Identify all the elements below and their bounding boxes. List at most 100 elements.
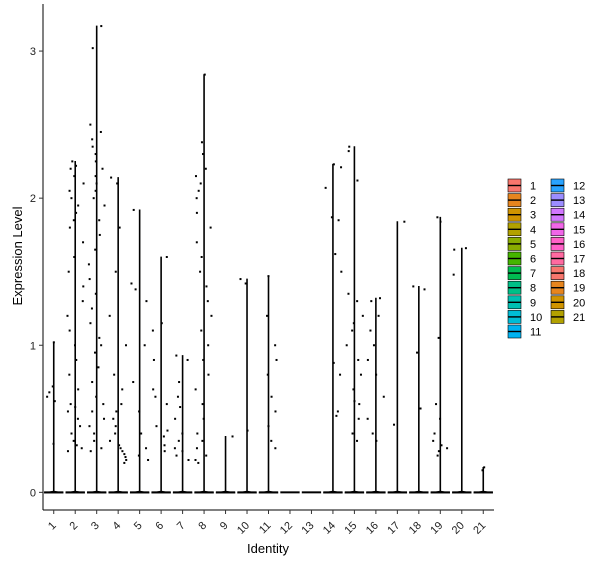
data-point bbox=[270, 439, 273, 442]
data-point bbox=[87, 263, 90, 266]
violin-base-12 bbox=[280, 491, 300, 494]
violin-3 bbox=[86, 25, 107, 494]
data-point bbox=[483, 466, 486, 469]
data-point bbox=[197, 461, 200, 464]
violin-group-5 bbox=[129, 208, 150, 494]
data-point bbox=[246, 429, 249, 432]
data-point bbox=[382, 395, 385, 398]
data-point bbox=[89, 322, 92, 325]
legend-label-7: 7 bbox=[530, 268, 536, 280]
data-point bbox=[347, 292, 350, 295]
data-point bbox=[436, 454, 439, 457]
x-tick-label: 14 bbox=[321, 520, 338, 537]
data-point bbox=[110, 176, 113, 179]
legend-item-9: 9 bbox=[507, 295, 536, 309]
data-point bbox=[194, 458, 197, 461]
legend-label-10: 10 bbox=[530, 312, 542, 324]
data-point bbox=[112, 417, 115, 420]
data-point bbox=[48, 391, 51, 394]
x-tick-label: 7 bbox=[175, 520, 188, 533]
data-point bbox=[123, 453, 126, 456]
data-point bbox=[437, 336, 440, 339]
x-axis: 1 2 3 4 5 6 7 8 9 10 11 12 13 14 15 16 17 18 19 20 21 bbox=[43, 509, 494, 537]
legend-item-8: 8 bbox=[507, 280, 536, 295]
data-point bbox=[69, 403, 72, 406]
legend-item-15: 15 bbox=[550, 222, 585, 236]
data-point bbox=[166, 429, 169, 432]
data-point bbox=[100, 344, 103, 347]
y-axis: 0 1 2 3 bbox=[30, 4, 44, 510]
violin-base-13 bbox=[301, 491, 322, 494]
legend-label-14: 14 bbox=[573, 210, 585, 222]
data-point bbox=[143, 344, 146, 347]
data-point bbox=[94, 292, 97, 295]
data-point bbox=[91, 145, 94, 148]
data-point bbox=[115, 410, 118, 413]
x-tick-label: 3 bbox=[89, 520, 102, 533]
data-point bbox=[332, 163, 335, 166]
data-point bbox=[186, 358, 189, 361]
data-point bbox=[94, 153, 97, 156]
data-point bbox=[370, 300, 373, 303]
legend-item-5: 5 bbox=[507, 237, 536, 251]
data-point bbox=[195, 197, 198, 200]
data-point bbox=[375, 439, 378, 442]
data-point bbox=[70, 197, 73, 200]
data-point bbox=[137, 454, 140, 457]
data-point bbox=[93, 432, 96, 435]
data-point bbox=[436, 216, 439, 219]
data-point bbox=[175, 354, 178, 357]
data-point bbox=[82, 285, 85, 288]
data-point bbox=[199, 182, 202, 185]
data-point bbox=[88, 278, 91, 281]
violin-6 bbox=[151, 256, 171, 494]
data-point bbox=[375, 373, 378, 376]
data-point bbox=[347, 150, 350, 153]
data-point bbox=[74, 406, 77, 409]
data-point bbox=[337, 219, 340, 222]
violin-base-9 bbox=[215, 491, 236, 494]
data-point bbox=[152, 358, 155, 361]
data-point bbox=[152, 388, 155, 391]
violin-base-4 bbox=[108, 491, 128, 494]
data-point bbox=[231, 435, 234, 438]
data-point bbox=[274, 344, 277, 347]
data-point bbox=[196, 432, 199, 435]
data-point bbox=[351, 432, 354, 435]
legend-item-2: 2 bbox=[507, 193, 536, 207]
violin-10 bbox=[237, 278, 257, 494]
violin-base-5 bbox=[129, 491, 150, 494]
violin-group-2 bbox=[65, 160, 85, 494]
x-tick-label: 18 bbox=[407, 520, 424, 537]
data-point bbox=[440, 444, 443, 447]
data-point bbox=[120, 403, 123, 406]
data-point bbox=[366, 358, 369, 361]
legend-item-3: 3 bbox=[507, 207, 536, 222]
data-point bbox=[93, 439, 96, 442]
x-tick-label: 8 bbox=[196, 520, 209, 533]
data-point bbox=[116, 182, 119, 185]
data-point bbox=[379, 297, 382, 300]
x-tick-label: 2 bbox=[68, 520, 81, 533]
data-point bbox=[372, 344, 375, 347]
data-point bbox=[151, 329, 154, 332]
data-point bbox=[46, 395, 49, 398]
data-point bbox=[274, 447, 277, 450]
data-point bbox=[91, 138, 94, 141]
data-point bbox=[91, 381, 94, 384]
data-point bbox=[99, 130, 102, 133]
data-point bbox=[187, 458, 190, 461]
data-point bbox=[103, 204, 106, 207]
data-point bbox=[76, 417, 79, 420]
violin-14 bbox=[323, 163, 343, 494]
data-point bbox=[53, 400, 56, 403]
y-tick-label: 0 bbox=[30, 487, 36, 499]
legend-item-13: 13 bbox=[550, 193, 585, 207]
data-point bbox=[202, 417, 205, 420]
data-point bbox=[339, 373, 342, 376]
data-point bbox=[68, 329, 71, 332]
data-point bbox=[80, 447, 83, 450]
data-point bbox=[335, 414, 338, 417]
violin-group-10 bbox=[237, 278, 257, 494]
data-point bbox=[174, 417, 177, 420]
